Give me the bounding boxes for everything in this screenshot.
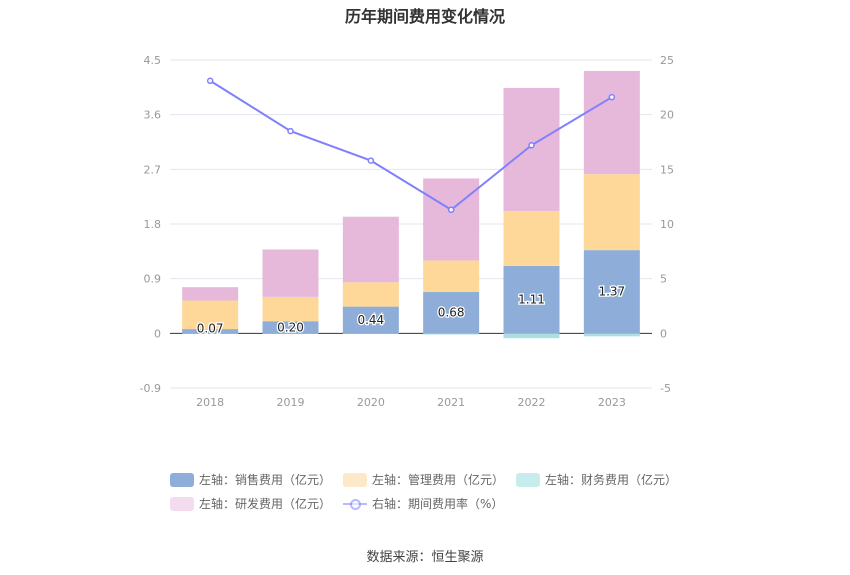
bar-finance <box>583 333 640 337</box>
right-axis-tick-label: 5 <box>660 273 667 286</box>
legend-label-sales: 左轴：销售费用（亿元） <box>199 473 332 487</box>
bar-rd <box>503 87 560 212</box>
bar-finance <box>503 333 560 339</box>
bar-admin <box>342 282 399 307</box>
bar-finance <box>342 333 399 334</box>
bar-rd <box>262 249 319 297</box>
bar-finance <box>423 333 480 335</box>
legend-label-rd: 左轴：研发费用（亿元） <box>199 497 332 511</box>
legend-swatch-admin <box>343 473 367 487</box>
bar-admin <box>182 300 239 330</box>
bar-sales <box>342 306 399 334</box>
right-axis-tick-label: 25 <box>660 54 674 67</box>
x-axis-tick-label: 2018 <box>196 396 224 409</box>
bar-finance <box>262 333 319 334</box>
x-axis-tick-label: 2019 <box>277 396 305 409</box>
data-label-sales: 0.68 <box>438 306 465 320</box>
right-axis-tick-label: 15 <box>660 163 674 176</box>
data-label-sales: 0.07 <box>197 321 224 335</box>
left-axis-tick-label: 0 <box>154 327 161 340</box>
legend-item-admin[interactable]: 左轴：管理费用（亿元） <box>343 471 504 488</box>
legend-label-rate: 右轴：期间费用率（%） <box>372 497 504 511</box>
legend-swatch-sales <box>170 473 194 487</box>
legend-item-sales[interactable]: 左轴：销售费用（亿元） <box>170 471 331 488</box>
bar-finance <box>182 333 239 334</box>
legend-line-icon <box>343 497 367 511</box>
legend-swatch-finance <box>516 473 540 487</box>
legend-label-finance: 左轴：财务费用（亿元） <box>545 473 678 487</box>
legend-item-rate[interactable]: 右轴：期间费用率（%） <box>343 495 503 512</box>
rate-point <box>608 93 616 101</box>
x-axis-tick-label: 2022 <box>518 396 546 409</box>
data-label-sales: 1.11 <box>518 293 545 307</box>
bar-sales <box>583 250 640 334</box>
data-label-sales: 1.37 <box>598 285 625 299</box>
rate-point <box>528 142 535 149</box>
x-axis-tick-label: 2021 <box>437 396 465 409</box>
left-axis-tick-label: 4.5 <box>144 54 162 67</box>
rate-point <box>447 206 455 214</box>
bar-sales <box>423 292 480 334</box>
source-note: 数据来源：恒生聚源 <box>366 550 484 565</box>
x-axis-tick-label: 2020 <box>357 396 385 409</box>
x-axis-tick-label: 2023 <box>598 396 626 409</box>
bar-sales <box>262 321 319 334</box>
legend-label-admin: 左轴：管理费用（亿元） <box>372 473 505 487</box>
left-axis-tick-label: 3.6 <box>144 109 162 122</box>
bar-rd <box>423 178 480 261</box>
left-axis-tick-label: 2.7 <box>144 163 162 176</box>
legend-item-rd[interactable]: 左轴：研发费用（亿元） <box>170 495 331 512</box>
rate-point <box>206 77 214 85</box>
left-axis-tick-label: -0.9 <box>140 382 161 395</box>
bar-rd <box>182 287 239 301</box>
legend-item-finance[interactable]: 左轴：财务费用（亿元） <box>516 471 677 488</box>
legend-swatch-rd <box>170 497 194 511</box>
chart-title: 历年期间费用变化情况 <box>344 7 505 26</box>
bar-rd <box>342 216 399 283</box>
bar-rd <box>583 70 640 175</box>
bar-sales <box>503 265 560 334</box>
bar-admin <box>423 260 480 293</box>
rate-line <box>209 79 613 212</box>
right-axis-tick-label: -5 <box>660 382 671 395</box>
right-axis-tick-label: 0 <box>660 327 667 340</box>
right-axis-tick-label: 10 <box>660 218 674 231</box>
rate-point <box>287 127 294 135</box>
bar-admin <box>503 211 560 266</box>
left-axis-tick-label: 0.9 <box>144 273 162 286</box>
data-label-sales: 0.44 <box>357 313 384 327</box>
data-label-sales: 0.20 <box>277 320 304 334</box>
rate-point <box>367 157 375 164</box>
left-axis-tick-label: 1.8 <box>144 218 162 231</box>
right-axis-tick-label: 20 <box>660 109 674 122</box>
bar-admin <box>262 296 319 322</box>
bar-sales <box>182 329 239 334</box>
bar-admin <box>583 174 640 251</box>
